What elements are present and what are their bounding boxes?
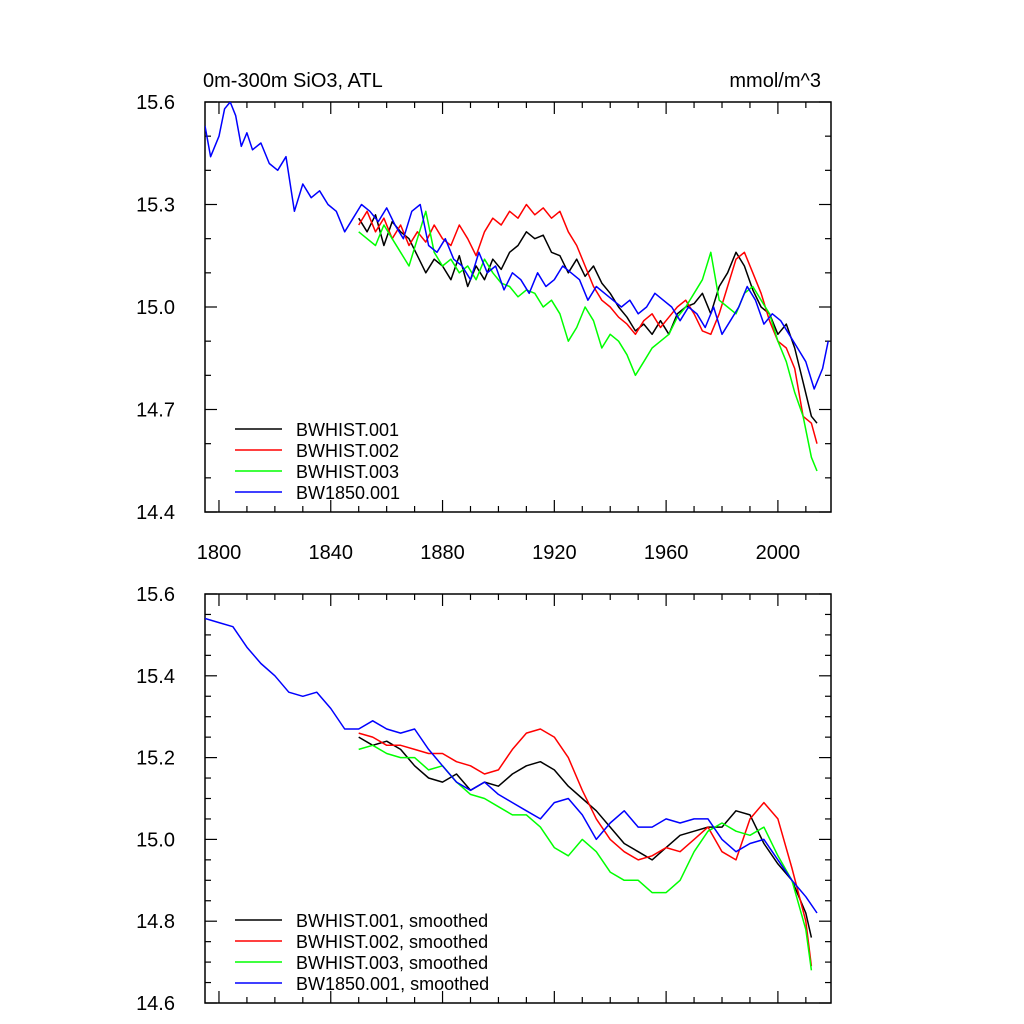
- top-series-line-bwhist-002: [358, 203, 818, 444]
- top-panel: 0m-300m SiO3, ATL mmol/m^3 14.414.715.01…: [136, 70, 832, 564]
- top-x-tick-label: 1920: [532, 542, 577, 564]
- top-series-group: [205, 102, 829, 472]
- top-y-tick-label: 15.0: [136, 297, 175, 319]
- top-series-line-bwhist-001: [358, 214, 818, 424]
- bottom-series-group: [205, 617, 818, 971]
- top-x-tick-label: 1880: [420, 542, 465, 564]
- bottom-legend-label: BWHIST.003, smoothed: [296, 953, 488, 973]
- top-series-line-bw1850-001: [205, 102, 829, 390]
- bottom-panel: 14.6 14.8 15.0 15.2 15.4 15.6 BWHIST.001, smoo…: [136, 584, 832, 1015]
- top-legend-label: BWHIST.001: [296, 420, 399, 440]
- top-y-tick-label: 14.7: [136, 400, 175, 422]
- bottom-series-line-bwhist-003-smoothed: [358, 744, 813, 971]
- top-x-tick-label: 1960: [644, 542, 689, 564]
- bottom-series-line-bw1850-001-smoothed: [205, 617, 818, 914]
- bottom-y-tick-label: 15.6: [136, 584, 175, 606]
- top-plot-area: 14.4 14.7 15.0 15.3 15.6 1800 1840 1880 1920 1960…: [136, 92, 832, 564]
- top-legend-label: BWHIST.002: [296, 441, 399, 461]
- bottom-plot-area: 14.6 14.8 15.0 15.2 15.4 15.6 BWHIST.001, smoo…: [136, 584, 832, 1015]
- top-chart-units: mmol/m^3: [729, 70, 821, 92]
- bottom-y-tick-label: 14.8: [136, 911, 175, 933]
- bottom-y-tick-label: 14.6: [136, 993, 175, 1015]
- top-x-tick-label: 1800: [197, 542, 242, 564]
- top-x-tick-label: 2000: [756, 542, 801, 564]
- top-series-line-bwhist-003: [358, 210, 818, 472]
- top-y-tick-label: 15.3: [136, 195, 175, 217]
- bottom-legend-label: BWHIST.001, smoothed: [296, 911, 488, 931]
- top-legend-label: BWHIST.003: [296, 462, 399, 482]
- top-y-tick-label: 14.4: [136, 502, 175, 524]
- bottom-y-tick-label: 15.2: [136, 748, 175, 770]
- bottom-y-tick-label: 15.0: [136, 829, 175, 851]
- top-chart-title: 0m-300m SiO3, ATL: [203, 70, 383, 92]
- top-y-tick-label: 15.6: [136, 92, 175, 114]
- bottom-y-tick-label: 15.4: [136, 666, 175, 688]
- bottom-legend-label: BWHIST.002, smoothed: [296, 932, 488, 952]
- top-x-tick-label: 1840: [309, 542, 354, 564]
- top-legend-label: BW1850.001: [296, 483, 400, 503]
- bottom-series-line-bwhist-002-smoothed: [358, 728, 813, 967]
- bottom-legend-label: BW1850.001, smoothed: [296, 974, 489, 994]
